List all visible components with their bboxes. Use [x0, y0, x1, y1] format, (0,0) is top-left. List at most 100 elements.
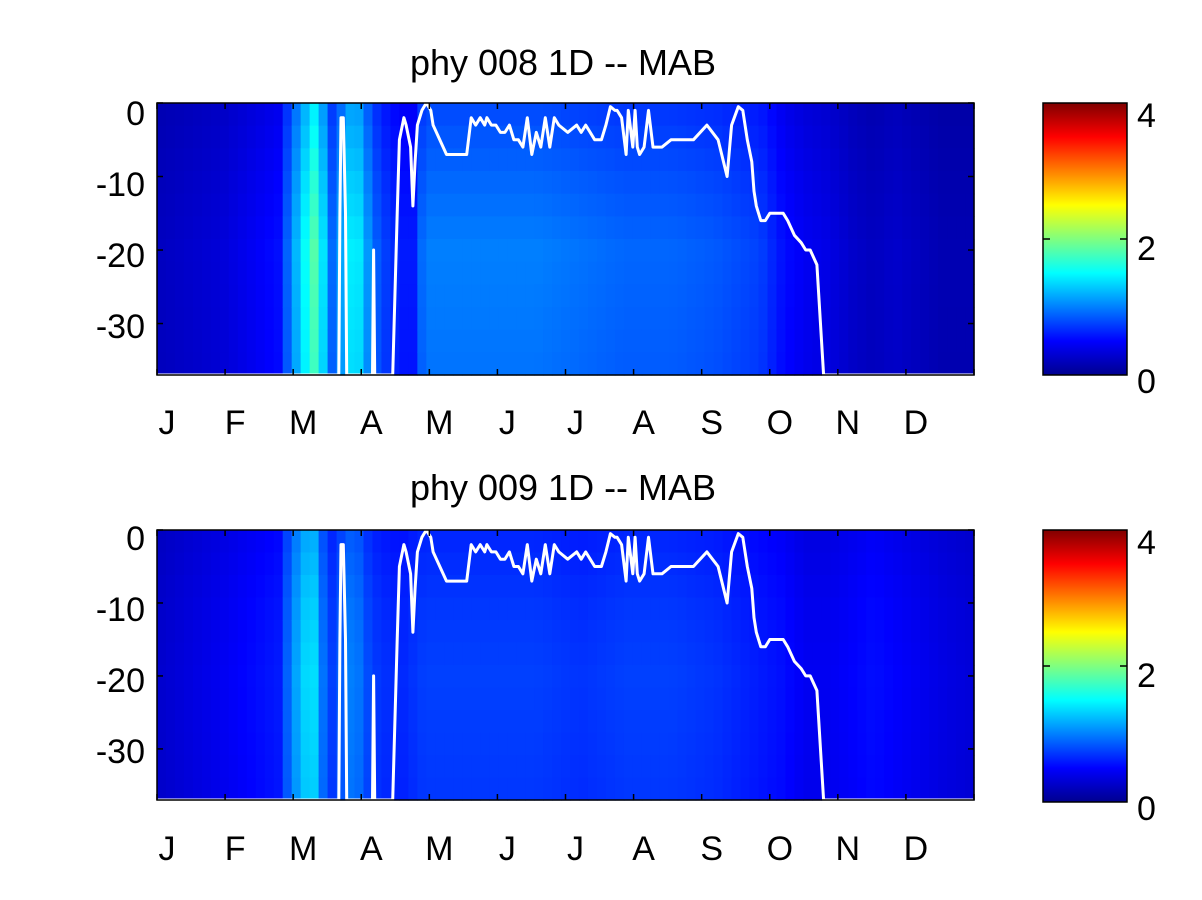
heatmap-cell — [516, 193, 526, 217]
heatmap-cell — [596, 575, 607, 599]
heatmap-cell — [947, 125, 957, 149]
heatmap-cell — [722, 284, 733, 308]
heatmap-cell — [264, 575, 275, 599]
heatmap-cell — [704, 755, 715, 779]
heatmap-cell — [623, 575, 634, 599]
heatmap-cell — [848, 620, 858, 644]
heatmap-cell — [255, 216, 266, 240]
heatmap-cell — [767, 193, 778, 217]
heatmap-cell — [821, 642, 831, 666]
heatmap-cell — [911, 597, 921, 621]
heatmap-cell — [363, 575, 374, 599]
heatmap-cell — [435, 193, 445, 217]
heatmap-cell — [408, 755, 418, 779]
heatmap-cell — [569, 216, 580, 240]
heatmap-cell — [390, 755, 401, 779]
heatmap-cell — [192, 171, 203, 195]
heatmap-cell — [695, 307, 706, 331]
heatmap-cell — [363, 597, 374, 621]
heatmap-cell — [192, 710, 203, 734]
heatmap-cell — [264, 216, 275, 240]
heatmap-cell — [875, 148, 885, 172]
heatmap-cell — [480, 352, 490, 376]
heatmap-cell — [273, 329, 284, 353]
heatmap-cell — [740, 193, 751, 217]
heatmap-cell — [516, 777, 526, 801]
heatmap-cell — [237, 755, 248, 779]
heatmap-cell — [731, 125, 742, 149]
heatmap-cell — [956, 687, 966, 711]
heatmap-cell — [677, 755, 688, 779]
heatmap-cell — [911, 216, 921, 240]
heatmap-cell — [408, 148, 418, 172]
heatmap-cell — [668, 103, 679, 127]
heatmap-cell — [785, 552, 796, 576]
heatmap-cell — [605, 352, 616, 376]
heatmap-cell — [938, 171, 948, 195]
heatmap-cell — [309, 665, 320, 689]
heatmap-cell — [183, 552, 194, 576]
heatmap-cell — [345, 575, 356, 599]
heatmap-cell — [453, 777, 463, 801]
heatmap-cell — [282, 171, 293, 195]
heatmap-cell — [938, 329, 948, 353]
heatmap-cell — [408, 284, 418, 308]
heatmap-cell — [911, 732, 921, 756]
heatmap-cell — [596, 642, 607, 666]
heatmap-cell — [938, 665, 948, 689]
heatmap-cell — [785, 284, 796, 308]
heatmap-cell — [183, 329, 194, 353]
heatmap-cell — [803, 597, 813, 621]
heatmap-cell — [291, 552, 302, 576]
heatmap-cell — [525, 597, 535, 621]
heatmap-cell — [677, 552, 688, 576]
heatmap-cell — [192, 530, 203, 554]
heatmap-cell — [390, 777, 401, 801]
heatmap-cell — [794, 261, 805, 285]
heatmap-cell — [668, 687, 679, 711]
heatmap-cell — [893, 710, 903, 734]
heatmap-cell — [830, 148, 840, 172]
heatmap-cell — [596, 193, 607, 217]
heatmap-cell — [543, 103, 553, 127]
heatmap-cell — [417, 777, 427, 801]
heatmap-cell — [381, 732, 392, 756]
heatmap-cell — [417, 552, 427, 576]
heatmap-cell — [695, 642, 706, 666]
heatmap-cell — [534, 597, 544, 621]
heatmap-cell — [381, 710, 392, 734]
heatmap-cell — [336, 665, 347, 689]
heatmap-cell — [408, 642, 418, 666]
heatmap-cell — [938, 710, 948, 734]
heatmap-cell — [534, 103, 544, 127]
heatmap-cell — [309, 261, 320, 285]
heatmap-cell — [174, 284, 185, 308]
heatmap-cell — [677, 125, 688, 149]
heatmap-cell — [255, 171, 266, 195]
heatmap-cell — [372, 261, 383, 285]
heatmap-cell — [587, 171, 598, 195]
heatmap-cell — [839, 777, 849, 801]
colorbar-tick-label: 2 — [1137, 230, 1156, 268]
heatmap-cell — [794, 329, 805, 353]
heatmap-cell — [587, 284, 598, 308]
heatmap-cell — [947, 710, 957, 734]
heatmap-cell — [390, 575, 401, 599]
heatmap-cell — [650, 530, 661, 554]
heatmap-cell — [632, 193, 643, 217]
heatmap-cell — [569, 530, 580, 554]
heatmap-cell — [381, 216, 392, 240]
heatmap-cell — [596, 307, 607, 331]
heatmap-cell — [866, 552, 876, 576]
heatmap-cell — [525, 148, 535, 172]
heatmap-cell — [453, 171, 463, 195]
heatmap-cell — [237, 193, 248, 217]
heatmap-cell — [399, 687, 409, 711]
heatmap-cell — [345, 352, 356, 376]
heatmap-cell — [462, 597, 472, 621]
heatmap-cell — [893, 239, 903, 263]
heatmap-cell — [695, 575, 706, 599]
heatmap-cell — [381, 687, 392, 711]
heatmap-cell — [812, 307, 822, 331]
heatmap-cell — [911, 575, 921, 599]
